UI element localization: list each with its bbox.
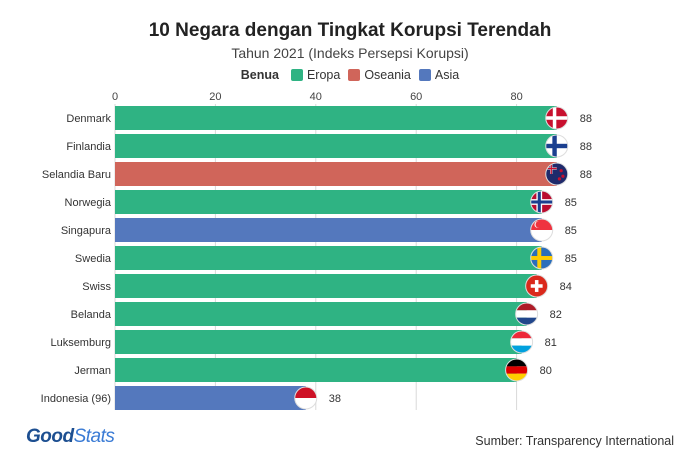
legend-swatch-oseania — [348, 69, 361, 81]
y-category-label-4: Singapura — [61, 225, 112, 237]
norway-flag — [530, 191, 553, 213]
singapore-flag-outline — [530, 218, 554, 242]
legend-label-oseania: Oseania — [364, 68, 411, 82]
new-zealand-flag-outline — [545, 162, 569, 186]
norway-flag-outline — [530, 190, 554, 214]
data-label-9: 80 — [540, 365, 552, 377]
legend-item-oseania: Oseania — [348, 68, 411, 82]
bar-0 — [115, 106, 557, 130]
y-category-label-3: Norwegia — [65, 197, 112, 209]
new-zealand-flag — [545, 163, 568, 185]
bar-7 — [115, 302, 527, 326]
bar-9 — [115, 358, 517, 382]
chart-subtitle: Tahun 2021 (Indeks Persepsi Korupsi) — [231, 45, 469, 61]
germany-flag — [505, 359, 528, 381]
y-category-label-7: Belanda — [71, 309, 112, 321]
legend-label-eropa: Eropa — [306, 68, 341, 82]
y-category-label-10: Indonesia (96) — [41, 393, 111, 405]
legend-item-eropa: Eropa — [290, 68, 341, 82]
data-label-6: 84 — [560, 281, 572, 293]
data-label-10: 38 — [329, 393, 341, 405]
bar-2 — [115, 162, 557, 186]
legend-item-asia: Asia — [418, 68, 460, 82]
luxembourg-flag — [510, 331, 533, 353]
sweden-flag — [530, 247, 553, 269]
bar-6 — [115, 274, 537, 298]
chart-title: 10 Negara dengan Tingkat Korupsi Terenda… — [148, 20, 552, 41]
bar-3 — [115, 190, 542, 214]
legend-label-asia: Asia — [434, 68, 460, 82]
indonesia-flag — [294, 387, 317, 409]
y-category-label-6: Swiss — [82, 281, 111, 293]
data-label-8: 81 — [545, 337, 557, 349]
data-label-5: 85 — [565, 253, 577, 265]
data-label-7: 82 — [550, 309, 562, 321]
y-category-label-9: Jerman — [74, 365, 111, 377]
y-category-label-8: Luksemburg — [50, 337, 111, 349]
bar-4 — [115, 218, 542, 242]
logo-part-stats: Stats — [73, 426, 115, 447]
y-category-label-1: Finlandia — [66, 141, 112, 153]
finland-flag-outline — [545, 134, 569, 158]
bar-10 — [115, 386, 306, 410]
switzerland-flag-outline — [525, 274, 549, 298]
data-label-0: 88 — [580, 113, 592, 125]
bar-5 — [115, 246, 542, 270]
data-label-2: 88 — [580, 169, 592, 181]
y-category-label-0: Denmark — [66, 113, 111, 125]
data-label-3: 85 — [565, 197, 577, 209]
y-category-label-2: Selandia Baru — [42, 169, 111, 181]
legend: Benua Eropa Oseania Asia — [0, 68, 700, 82]
finland-flag — [545, 135, 568, 157]
legend-swatch-eropa — [290, 69, 303, 81]
bar-8 — [115, 330, 522, 354]
goodstats-logo: Good Stats — [26, 426, 115, 448]
denmark-flag-outline — [545, 106, 569, 130]
x-tick-label-0: 0 — [112, 91, 118, 103]
sweden-flag-outline — [530, 246, 554, 270]
indonesia-flag-outline — [294, 386, 318, 410]
luxembourg-flag-outline — [510, 330, 534, 354]
germany-flag-outline — [505, 358, 529, 382]
legend-swatch-asia — [418, 69, 431, 81]
data-label-1: 88 — [580, 141, 592, 153]
x-tick-label-40: 40 — [310, 91, 322, 103]
logo-part-good: Good — [26, 426, 74, 447]
x-tick-label-60: 60 — [410, 91, 422, 103]
x-tick-label-80: 80 — [510, 91, 522, 103]
x-tick-label-20: 20 — [209, 91, 221, 103]
switzerland-flag — [525, 275, 548, 297]
y-category-label-5: Swedia — [75, 253, 112, 265]
data-label-4: 85 — [565, 225, 577, 237]
netherlands-flag-outline — [515, 302, 539, 326]
bar-1 — [115, 134, 557, 158]
netherlands-flag — [515, 303, 538, 325]
legend-title: Benua — [240, 68, 279, 82]
denmark-flag — [545, 107, 568, 129]
source-note: Sumber: Transparency International — [475, 434, 674, 448]
singapore-flag — [530, 219, 553, 241]
